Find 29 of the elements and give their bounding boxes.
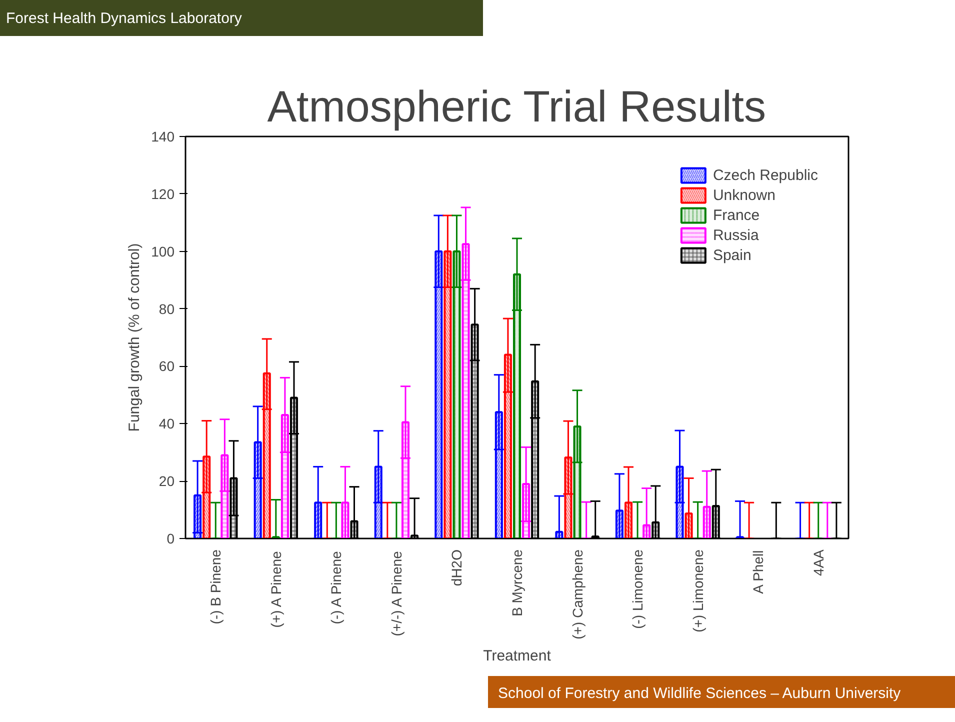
x-tick-label: (+) Camphene xyxy=(569,549,586,640)
legend-label: Russia xyxy=(712,226,759,244)
text: Forest Health Dynamics Laboratory xyxy=(6,9,242,29)
x-tick-label: (+) Limonene xyxy=(690,549,706,632)
chart-title: Atmospheric Trial Results xyxy=(267,82,766,132)
y-tick-label: 0 xyxy=(166,530,175,546)
x-tick-label: A Phell xyxy=(750,550,766,594)
x-tick-label: (+) A Pinene xyxy=(268,550,284,628)
legend-label: Spain xyxy=(712,246,752,264)
text: School of Forestry and Wildlife Sciences – Auburn University xyxy=(498,684,901,704)
x-tick-label: 4AA xyxy=(810,548,826,576)
x-axis-title: Treatment xyxy=(483,647,552,664)
legend-label: France xyxy=(712,206,760,224)
legend-label: Unknown xyxy=(712,186,776,204)
y-axis-title: Fungal growth (% of control) xyxy=(126,243,144,432)
legend-label: Czech Republic xyxy=(712,166,818,184)
y-tick-label: 100 xyxy=(151,243,175,260)
x-tick-label: (-) B Pinene xyxy=(208,549,224,624)
y-tick-label: 40 xyxy=(158,416,175,432)
y-tick-label: 120 xyxy=(151,186,175,202)
y-tick-label: 60 xyxy=(158,358,175,374)
x-tick-label: dH2O xyxy=(448,549,465,586)
x-tick-label: (-) A Pinene xyxy=(328,550,344,624)
y-tick-label: 20 xyxy=(158,473,175,490)
x-tick-label: (-) Limonene xyxy=(630,549,646,629)
y-tick-label: 140 xyxy=(151,128,175,144)
x-tick-label: (+/-) A Pinene xyxy=(388,550,404,636)
y-tick-label: 80 xyxy=(158,300,175,317)
x-tick-label: B Myrcene xyxy=(509,549,525,616)
